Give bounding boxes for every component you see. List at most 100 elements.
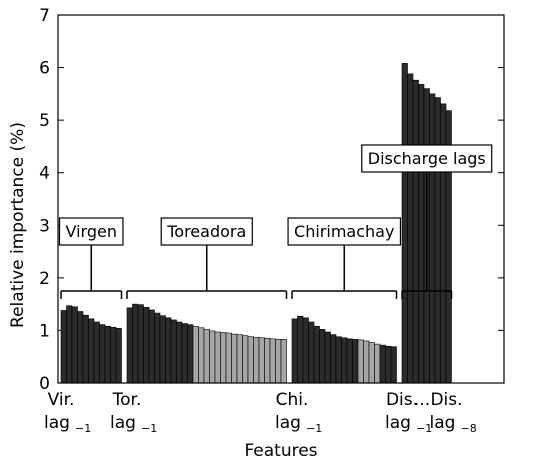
bar-toreadora-15	[203, 329, 210, 384]
bar-chirimachay-2	[297, 315, 304, 384]
y-tick-label: 1	[39, 321, 50, 341]
x-category-subscript: −1	[416, 422, 432, 435]
bar-toreadora-26	[264, 338, 271, 384]
plot-frame	[57, 14, 505, 384]
x-category-label: ...	[414, 390, 430, 410]
y-tick-label: 0	[39, 374, 50, 394]
bar-toreadora-7	[159, 315, 166, 384]
bar-chirimachay-6	[319, 329, 326, 384]
group-label-box	[287, 217, 402, 246]
bar-discharge-lags-2	[407, 73, 414, 384]
bar-chirimachay-18	[385, 345, 392, 384]
bar-chirimachay-16	[374, 343, 381, 384]
bar-toreadora-11	[181, 323, 188, 384]
x-category-label: Dis.	[386, 390, 418, 410]
bar-chirimachay-12	[352, 339, 359, 384]
bar-toreadora-21	[236, 334, 243, 384]
bar-discharge-lags-1	[401, 63, 408, 384]
bar-virgen-5	[82, 314, 89, 384]
bar-chirimachay-8	[330, 334, 337, 384]
bar-toreadora-22	[242, 335, 249, 384]
bar-chirimachay-1	[291, 318, 298, 384]
x-category-sublabel: lag	[385, 413, 411, 433]
bar-toreadora-9	[170, 319, 177, 384]
y-axis-ticks: 0 1 2 3 4 5 6 7	[39, 6, 504, 394]
y-tick-label: 5	[39, 111, 50, 131]
bar-toreadora-4	[143, 306, 150, 384]
bar-virgen-9	[104, 325, 111, 384]
bar-toreadora-25	[258, 337, 265, 384]
bar-toreadora-24	[253, 336, 260, 384]
group-label-toreadora: Toreadora	[166, 222, 246, 241]
bar-chirimachay-13	[357, 339, 364, 384]
x-axis-label: Features	[244, 441, 317, 461]
x-category-sublabel: lag	[430, 413, 456, 433]
group-label-box	[58, 217, 124, 246]
bar-toreadora-13	[192, 325, 199, 384]
x-category-label: Tor.	[112, 390, 142, 410]
x-category-sublabel: lag	[44, 413, 70, 433]
bar-toreadora-20	[231, 333, 238, 384]
bar-chirimachay-17	[379, 344, 386, 384]
y-tick-label: 7	[39, 6, 50, 26]
bar-toreadora-14	[198, 327, 205, 384]
bar-discharge-lags-7	[434, 97, 441, 384]
group-labels: Virgen Toreadora Chirimachay Discharge lags	[58, 144, 493, 246]
x-category-subscript: −8	[461, 422, 477, 435]
bar-chirimachay-19	[390, 346, 397, 384]
group-label-discharge-lags: Discharge lags	[368, 149, 486, 168]
bar-toreadora-5	[148, 309, 155, 384]
x-category-label: Dis.	[430, 390, 462, 410]
group-label-box	[361, 144, 493, 173]
bar-toreadora-12	[187, 324, 194, 384]
bar-virgen-3	[71, 306, 78, 384]
bar-virgen-6	[88, 318, 95, 384]
bar-chirimachay-9	[335, 336, 342, 384]
bar-toreadora-27	[269, 338, 276, 384]
x-category-sublabel: lag	[110, 413, 136, 433]
bar-toreadora-17	[214, 331, 221, 384]
bar-toreadora-18	[220, 332, 227, 384]
x-category-label: Vir.	[48, 390, 75, 410]
bar-toreadora-19	[225, 332, 232, 384]
bar-virgen-1	[60, 310, 67, 384]
bar-toreadora-23	[247, 336, 254, 384]
bar-toreadora-28	[275, 339, 282, 384]
bar-toreadora-3	[137, 304, 144, 384]
y-axis-label: Relative importance (%)	[8, 122, 28, 328]
bar-toreadora-16	[209, 330, 216, 384]
bar-chirimachay-3	[302, 317, 309, 384]
bar-discharge-lags-6	[429, 93, 436, 384]
group-brackets	[60, 172, 453, 299]
y-tick-label: 6	[39, 59, 50, 79]
bar-chirimachay-11	[346, 338, 353, 384]
y-tick-label: 4	[39, 164, 50, 184]
x-category-subscript: −1	[141, 422, 157, 435]
x-category-subscript: −1	[306, 422, 322, 435]
y-tick-label: 2	[39, 269, 50, 289]
bar-chirimachay-4	[308, 321, 315, 384]
bar-chirimachay-14	[363, 340, 370, 384]
bar-chirimachay-7	[324, 331, 331, 384]
group-label-box	[160, 217, 253, 246]
bar-toreadora-8	[165, 317, 172, 384]
bar-discharge-lags-3	[412, 79, 419, 384]
bar-chirimachay-5	[313, 325, 320, 384]
bar-virgen-8	[99, 324, 106, 384]
bar-toreadora-6	[154, 312, 161, 384]
bar-virgen-11	[115, 328, 122, 384]
bar-virgen-7	[93, 321, 100, 384]
bar-toreadora-2	[132, 303, 139, 384]
bar-virgen-10	[110, 326, 117, 384]
bar-chirimachay-10	[341, 337, 348, 384]
y-tick-label: 3	[39, 216, 50, 236]
bar-virgen-4	[77, 311, 84, 384]
bar-discharge-lags-4	[418, 84, 425, 384]
bar-virgen-2	[66, 305, 73, 384]
bar-chirimachay-15	[368, 342, 375, 384]
x-category-sublabel: lag	[275, 413, 301, 433]
bars	[60, 63, 452, 384]
bar-toreadora-10	[176, 321, 183, 384]
